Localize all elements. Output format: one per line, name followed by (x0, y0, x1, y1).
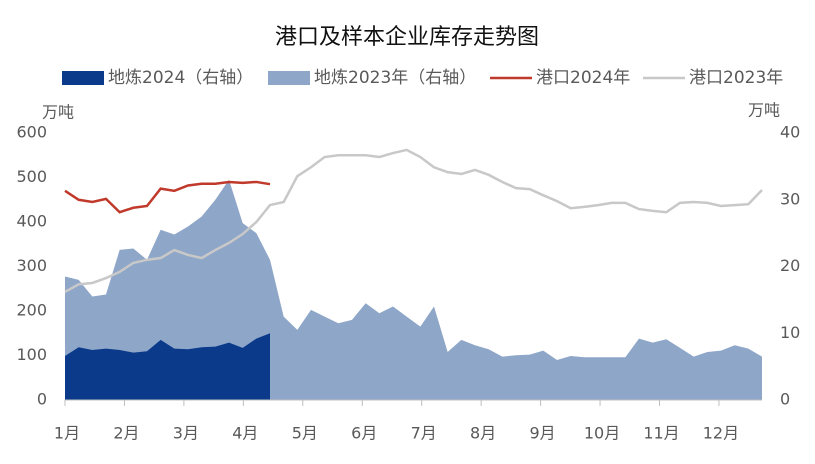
y-tick-label: 300 (16, 256, 47, 275)
legend-label: 港口2024年 (536, 68, 630, 88)
legend-swatch (62, 71, 104, 85)
y-axis-label: 万吨 (42, 103, 74, 122)
chart-title: 港口及样本企业库存走势图 (275, 25, 539, 50)
x-tick-label: 6月 (351, 424, 377, 443)
x-tick-label: 8月 (470, 424, 496, 443)
y2-axis-label: 万吨 (748, 101, 780, 120)
x-tick-label: 5月 (292, 424, 318, 443)
y2-tick-label: 0 (780, 390, 790, 409)
x-tick-label: 1月 (54, 424, 80, 443)
x-tick-label: 7月 (411, 424, 437, 443)
x-tick-label: 2月 (113, 424, 139, 443)
y2-tick-label: 10 (780, 323, 800, 342)
x-tick-label: 4月 (232, 424, 258, 443)
legend-swatch (268, 71, 310, 85)
legend-label: 港口2023年 (689, 68, 783, 88)
y-tick-label: 600 (16, 123, 47, 142)
y-tick-label: 0 (37, 390, 47, 409)
x-tick-label: 10月 (584, 424, 620, 443)
line (64, 180, 271, 214)
legend-label: 地炼2024（右轴） (108, 68, 253, 88)
y2-tick-label: 20 (780, 256, 800, 275)
x-tick-label: 12月 (703, 424, 739, 443)
area (65, 333, 270, 400)
y-tick-label: 500 (16, 167, 47, 186)
legend-label: 地炼2023年（右轴） (314, 68, 476, 88)
x-tick-label: 11月 (643, 424, 679, 443)
line (64, 148, 763, 293)
y-tick-label: 200 (16, 301, 47, 320)
y2-tick-label: 30 (780, 189, 800, 208)
y-tick-label: 100 (16, 345, 47, 364)
y2-tick-label: 40 (780, 123, 800, 142)
y-tick-label: 400 (16, 212, 47, 231)
x-tick-label: 9月 (530, 424, 556, 443)
x-tick-label: 3月 (173, 424, 199, 443)
